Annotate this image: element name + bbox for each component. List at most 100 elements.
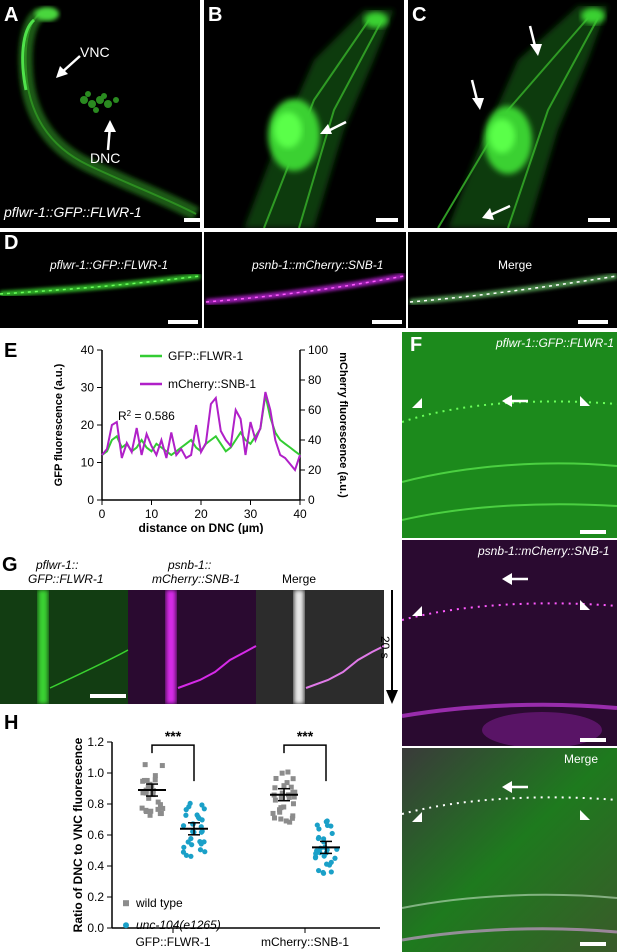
data-point-wild-type [139, 805, 145, 811]
legend-label: wild type [135, 896, 183, 910]
data-point-wild-type [287, 819, 293, 825]
scale-bar [578, 320, 608, 324]
dnc-arrow-icon [104, 120, 116, 151]
y-tick-label-right: 80 [308, 373, 322, 387]
gfp-kymo-label-line1: pflwr-1:: [36, 558, 79, 572]
y-tick-label: 0.2 [87, 890, 104, 904]
data-point-wild-type [141, 777, 147, 783]
worm-whole-body-image [18, 7, 200, 221]
panel-letter-e: E [4, 340, 18, 362]
panel-f-image-mcherry: psnb-1::mCherry::SNB-1 [402, 540, 617, 746]
data-point-wild-type [157, 802, 163, 808]
data-point-wild-type [272, 797, 278, 803]
data-point-wild-type [272, 815, 278, 821]
data-point-mutant [328, 869, 334, 875]
panel-d-image: D pflwr-1::GFP::FLWR-1 psnb-1::mCherry::… [0, 232, 617, 328]
data-point-wild-type [281, 783, 287, 789]
scale-bar [580, 942, 606, 946]
arrowhead-icon [580, 396, 590, 406]
arrow-icon [470, 79, 484, 110]
y-tick-label-right: 40 [308, 433, 322, 447]
data-point-mutant [328, 859, 334, 865]
data-point-wild-type [285, 769, 291, 775]
y-tick-label: 0.0 [87, 921, 104, 935]
significance-bracket [151, 744, 195, 782]
data-point-mutant [199, 828, 205, 834]
dnc-vnc-mcherry-image [402, 540, 617, 746]
data-point-wild-type [146, 795, 152, 801]
panel-f-image-gfp: F pflwr-1::GFP::FLWR-1 [402, 332, 617, 538]
data-point-wild-type [290, 776, 296, 782]
panel-letter-a: A [4, 4, 19, 26]
x-tick-label: 0 [99, 507, 106, 521]
arrow-icon [528, 25, 542, 56]
data-point-mutant [324, 822, 331, 829]
merge-label: Merge [564, 752, 599, 766]
data-point-wild-type [279, 790, 285, 796]
x-tick-label: 40 [293, 507, 307, 521]
y-tick-label-left: 40 [81, 343, 95, 357]
head-region-image [244, 10, 394, 228]
legend-label: mCherry::SNB-1 [168, 377, 256, 391]
significance-bracket [283, 744, 327, 782]
data-point-mutant [189, 842, 195, 848]
data-point-wild-type [160, 805, 166, 811]
y-tick-label-right: 0 [308, 493, 315, 507]
y-axis-label-left: GFP fluorescence (a.u.) [53, 363, 65, 486]
data-point-mutant [316, 834, 322, 841]
data-point-wild-type [155, 799, 161, 805]
panel-g-kymographs [0, 590, 384, 704]
data-point-mutant [198, 841, 204, 847]
data-point-mutant [199, 802, 205, 808]
x-tick-label: mCherry::SNB-1 [261, 935, 349, 949]
series-line-gfp-flwr-1 [101, 394, 301, 457]
data-point-wild-type [279, 770, 285, 776]
data-point-wild-type [278, 795, 284, 801]
data-point-wild-type [273, 775, 279, 781]
data-point-wild-type [291, 794, 297, 800]
data-point-wild-type [284, 780, 290, 786]
panel-letter-b: B [208, 4, 223, 26]
data-point-mutant [183, 812, 189, 818]
data-point-wild-type [140, 790, 146, 796]
panel-letter-f: F [410, 334, 423, 356]
data-point-mutant [201, 806, 207, 812]
data-point-mutant [183, 807, 189, 813]
y-tick-label: 1.2 [87, 735, 104, 749]
legend-label: GFP::FLWR-1 [168, 349, 243, 363]
panel-letter-c: C [412, 4, 427, 26]
arrow-icon [502, 395, 528, 407]
data-point-wild-type [277, 809, 283, 815]
fluorescence-profile-chart: 0 10 20 30 40010203040020406080100GFP::FLWR-… [53, 343, 349, 534]
significance-stars: *** [165, 728, 182, 744]
scale-bar [580, 738, 606, 742]
x-axis-label: distance on DNC (µm) [139, 521, 264, 534]
data-point-wild-type [288, 784, 294, 790]
merge-label: Merge [498, 258, 533, 272]
y-tick-label-right: 100 [308, 343, 328, 357]
gfp-label: pflwr-1::GFP::FLWR-1 [496, 336, 615, 350]
arrowhead-icon [412, 606, 422, 616]
data-point-wild-type [281, 804, 287, 810]
dnc-vnc-gfp-image [402, 332, 617, 538]
x-tick-label: 10 [145, 507, 159, 521]
r-squared-annotation: R2 = 0.586 [118, 409, 175, 424]
y-axis-label: Ratio of DNC to VNC fluorescence [71, 737, 85, 932]
data-point-wild-type [152, 773, 158, 779]
y-tick-label-right: 60 [308, 403, 322, 417]
y-tick-label-right: 20 [308, 463, 322, 477]
data-point-mutant [199, 817, 205, 823]
y-tick-label-left: 20 [81, 418, 95, 432]
data-point-mutant [188, 853, 194, 859]
panel-letter-g: G [2, 554, 18, 576]
data-point-wild-type [150, 792, 156, 798]
data-point-mutant [329, 830, 335, 837]
x-tick-label: 20 [194, 507, 208, 521]
data-point-wild-type [155, 806, 161, 812]
y-tick-label: 0.6 [87, 828, 104, 842]
data-point-wild-type [292, 789, 298, 795]
gfp-kymo-label-line2: GFP::FLWR-1 [28, 572, 104, 586]
data-point-wild-type [143, 807, 149, 813]
data-point-mutant [313, 850, 319, 857]
arrowhead-icon [412, 812, 422, 822]
